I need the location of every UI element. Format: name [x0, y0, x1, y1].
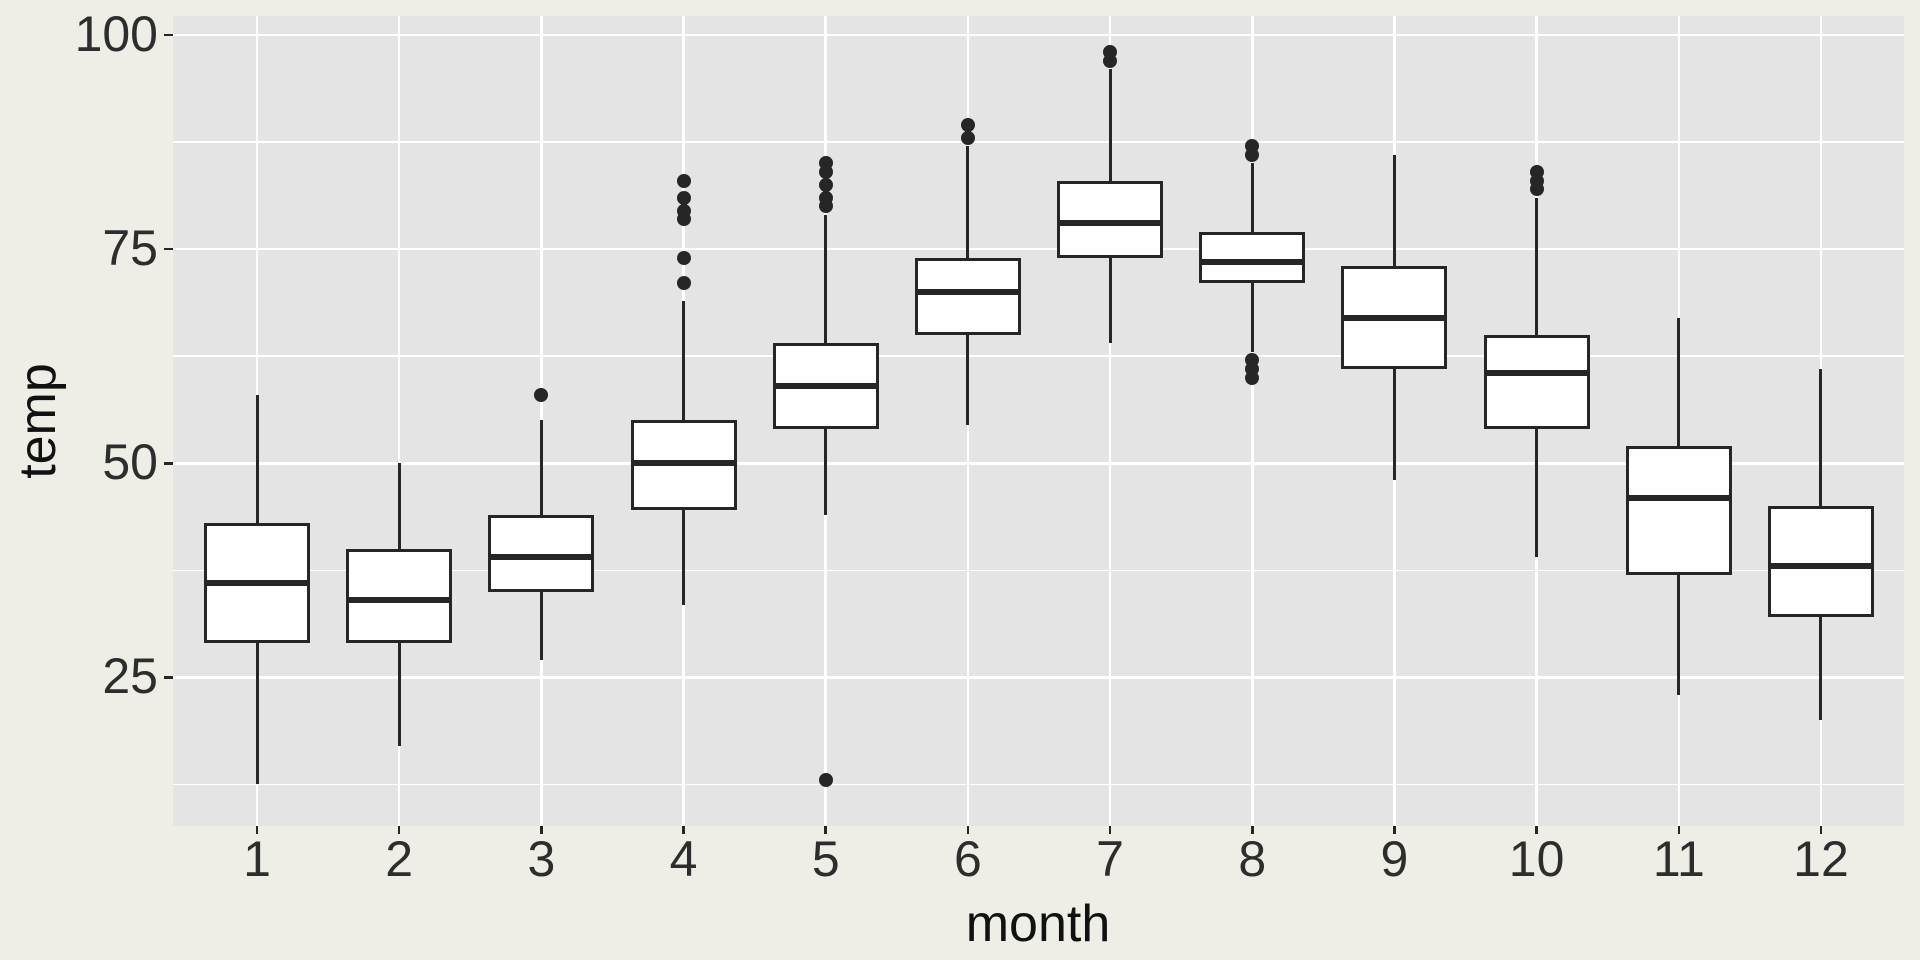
x-tick-label: 3 — [527, 831, 556, 887]
median-line — [914, 288, 1021, 295]
x-tick-mark — [1108, 826, 1112, 834]
median-line — [1057, 220, 1164, 227]
outlier-point — [676, 276, 691, 291]
median-line — [1341, 314, 1448, 321]
y-axis-title: temp — [9, 363, 67, 479]
outlier-point — [676, 190, 691, 205]
x-axis-title: month — [965, 895, 1111, 953]
outlier-point — [676, 212, 691, 227]
median-line — [346, 597, 453, 604]
x-tick-label: 5 — [811, 831, 840, 887]
x-tick-mark — [1251, 826, 1254, 834]
x-tick-mark — [1677, 826, 1681, 834]
y-minor-gridline — [173, 355, 1904, 357]
x-tick-mark — [255, 826, 259, 834]
outlier-point — [818, 165, 833, 180]
boxplot-box-month-8 — [1199, 232, 1306, 284]
median-line — [630, 460, 737, 467]
y-major-gridline — [173, 676, 1904, 679]
median-line — [204, 580, 310, 587]
boxplot-box-month-11 — [1625, 446, 1732, 575]
x-gridline — [397, 16, 401, 826]
boxplot-box-month-7 — [1057, 180, 1164, 258]
outlier-point — [1529, 182, 1544, 197]
y-major-gridline — [173, 33, 1904, 37]
outlier-point — [960, 117, 975, 132]
median-line — [1483, 370, 1590, 377]
x-tick-label: 10 — [1508, 831, 1565, 887]
x-tick-mark — [682, 826, 685, 834]
y-tick-label: 50 — [102, 434, 158, 491]
y-major-gridline — [173, 462, 1904, 465]
median-line — [488, 554, 595, 561]
x-tick-label: 12 — [1793, 831, 1849, 887]
outlier-point — [960, 130, 975, 145]
x-tick-label: 11 — [1652, 831, 1705, 887]
y-minor-gridline — [173, 783, 1904, 786]
boxplot-box-month-10 — [1483, 334, 1590, 429]
x-tick-label: 4 — [669, 831, 698, 887]
plot-panel — [173, 16, 1904, 826]
outlier-point — [818, 177, 833, 192]
x-tick-label: 7 — [1096, 831, 1124, 887]
outlier-point — [676, 173, 691, 188]
y-tick-label: 100 — [74, 6, 158, 62]
outlier-point — [1103, 53, 1118, 68]
median-line — [1625, 494, 1732, 501]
x-tick-mark — [1819, 826, 1823, 834]
x-tick-mark — [824, 826, 827, 834]
x-tick-label: 6 — [953, 831, 982, 887]
x-tick-mark — [540, 826, 543, 834]
x-tick-label: 8 — [1238, 831, 1267, 887]
outlier-point — [818, 199, 833, 214]
x-tick-mark — [1535, 826, 1538, 834]
x-tick-mark — [397, 826, 401, 834]
outlier-point — [1245, 370, 1260, 385]
x-tick-mark — [1393, 826, 1396, 834]
boxplot-box-month-3 — [488, 514, 595, 592]
boxplot-box-month-2 — [346, 548, 453, 644]
median-line — [1767, 563, 1874, 570]
boxplot-box-month-6 — [914, 257, 1021, 335]
y-tick-label: 25 — [102, 648, 158, 705]
boxplot-box-month-12 — [1767, 506, 1874, 618]
outlier-point — [1245, 147, 1260, 162]
median-line — [772, 383, 879, 390]
x-tick-mark — [966, 826, 970, 834]
y-tick-mark — [164, 676, 173, 679]
x-gridline — [1108, 16, 1112, 826]
y-tick-label: 75 — [102, 220, 158, 277]
y-major-gridline — [173, 247, 1904, 251]
y-tick-mark — [164, 462, 173, 465]
x-tick-label: 1 — [243, 831, 271, 887]
y-tick-mark — [164, 247, 173, 251]
outlier-point — [818, 773, 833, 788]
outlier-point — [676, 250, 691, 265]
median-line — [1199, 258, 1306, 265]
x-tick-label: 2 — [385, 831, 414, 887]
y-minor-gridline — [173, 569, 1904, 572]
outlier-point — [534, 387, 549, 402]
y-tick-mark — [164, 33, 173, 37]
y-minor-gridline — [173, 141, 1904, 143]
x-gridline — [1251, 16, 1254, 826]
x-tick-label: 9 — [1380, 831, 1409, 887]
